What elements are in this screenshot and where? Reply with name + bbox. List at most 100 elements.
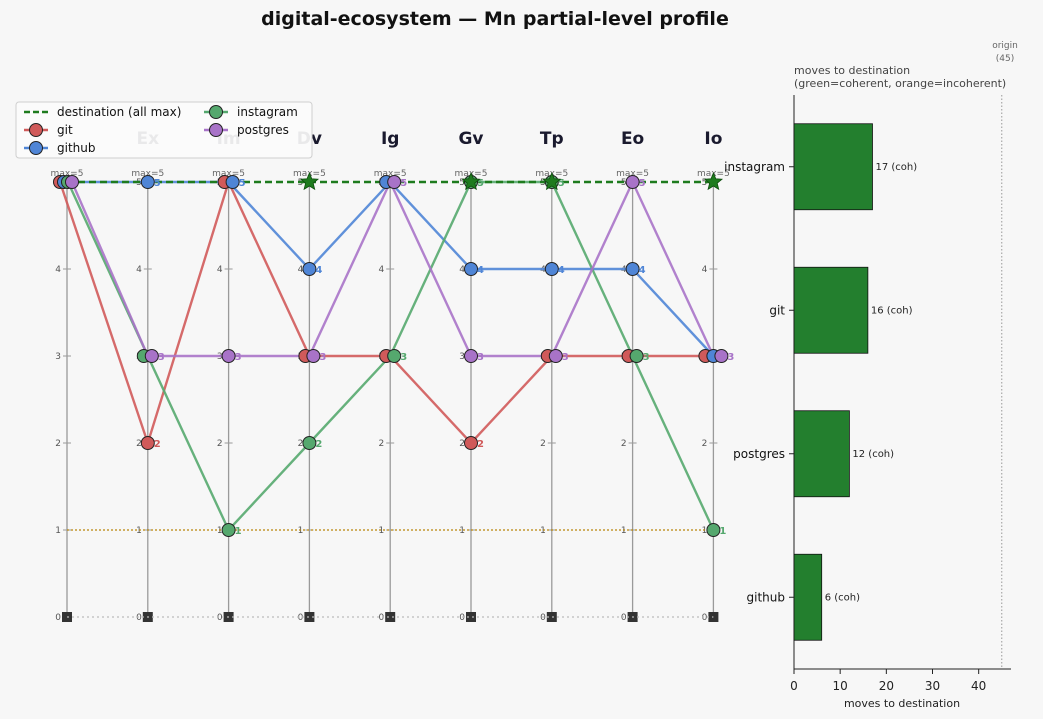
value-label-github: 4 bbox=[315, 265, 322, 276]
tick-label: 4 bbox=[459, 265, 465, 275]
tick-label: 1 bbox=[217, 526, 223, 536]
legend-label: github bbox=[57, 141, 95, 155]
legend-label: destination (all max) bbox=[57, 105, 181, 119]
bar-chart-title: moves to destination bbox=[794, 64, 910, 77]
bar-chart-subtitle: (green=coherent, orange=incoherent) bbox=[794, 77, 1006, 90]
point-postgres bbox=[221, 349, 236, 363]
tick-label: 1 bbox=[55, 526, 61, 536]
point-instagram bbox=[706, 523, 721, 537]
tick-label: 4 bbox=[55, 265, 61, 275]
bar-x-tick-label: 20 bbox=[879, 679, 894, 693]
axis-header: Gv bbox=[458, 129, 483, 149]
point-github bbox=[544, 262, 559, 276]
value-label-instagram: 3 bbox=[400, 352, 407, 363]
legend-label: instagram bbox=[237, 105, 298, 119]
point-postgres bbox=[625, 175, 640, 189]
series-lines: 2332333554544433123553133353353 bbox=[53, 171, 734, 537]
destination-star bbox=[703, 171, 724, 191]
chart-title: digital-ecosystem — Mn partial-level pro… bbox=[261, 8, 729, 30]
axis-header: Io bbox=[704, 129, 722, 149]
value-label-git: 2 bbox=[477, 439, 484, 450]
value-label-instagram: 1 bbox=[719, 526, 726, 537]
destination-star bbox=[542, 171, 562, 191]
legend: destination (all max) git github instagram p… bbox=[15, 101, 313, 159]
bar-postgres bbox=[793, 410, 850, 498]
destination-star bbox=[461, 171, 481, 191]
axis-max-label: max=5 bbox=[51, 169, 84, 179]
value-label-postgres: 3 bbox=[158, 352, 165, 363]
value-label-postgres: 3 bbox=[235, 352, 242, 363]
bar-value-label: 12 (coh) bbox=[852, 449, 894, 460]
destination-star bbox=[299, 171, 320, 191]
tick-label: 0 bbox=[298, 613, 304, 623]
point-github bbox=[140, 175, 155, 189]
tick-label: 4 bbox=[298, 265, 304, 275]
tick-label: 2 bbox=[378, 439, 384, 449]
tick-label: 5 bbox=[459, 178, 465, 188]
tick-label: 1 bbox=[298, 526, 304, 536]
tick-label: 0 bbox=[136, 613, 142, 623]
tick-label: 0 bbox=[378, 613, 384, 623]
point-instagram bbox=[387, 349, 402, 363]
axis-max-label: max=5 bbox=[212, 169, 245, 179]
point-postgres bbox=[387, 175, 402, 189]
axis-max-label: max=5 bbox=[131, 169, 164, 179]
value-label-github: 4 bbox=[639, 265, 646, 276]
bar-x-tick-label: 10 bbox=[833, 679, 848, 693]
point-github bbox=[302, 262, 317, 276]
value-label-instagram: 5 bbox=[558, 178, 565, 189]
tick-label: 1 bbox=[378, 526, 384, 536]
point-postgres bbox=[714, 349, 729, 363]
bar-category-label: github bbox=[747, 590, 785, 604]
value-label-postgres: 3 bbox=[319, 352, 326, 363]
value-label-postgres: 5 bbox=[639, 178, 646, 189]
origin-marker bbox=[546, 612, 557, 622]
point-github bbox=[625, 262, 640, 276]
bar-category-label: instagram bbox=[724, 160, 785, 174]
tick-label: 2 bbox=[298, 439, 304, 449]
tick-label: 1 bbox=[702, 526, 708, 536]
tick-label: 0 bbox=[621, 613, 627, 623]
tick-label: 1 bbox=[136, 526, 142, 536]
parallel-axes: 012345max=5012345max=5Ex012345max=5Im012… bbox=[51, 129, 730, 623]
point-postgres bbox=[65, 175, 79, 189]
value-label-github: 5 bbox=[239, 178, 246, 189]
tick-label: 2 bbox=[459, 439, 465, 449]
tick-label: 1 bbox=[459, 526, 465, 536]
bar-category-label: git bbox=[769, 303, 785, 317]
value-label-git: 2 bbox=[154, 439, 161, 450]
legend-label: git bbox=[57, 123, 73, 137]
value-label-instagram: 1 bbox=[235, 526, 242, 537]
legend-marker bbox=[209, 105, 223, 119]
value-label-instagram: 5 bbox=[477, 178, 484, 189]
point-postgres bbox=[144, 349, 159, 363]
origin-marker bbox=[466, 612, 476, 622]
value-label-instagram: 3 bbox=[643, 352, 650, 363]
tick-label: 4 bbox=[217, 265, 223, 275]
tick-label: 4 bbox=[378, 265, 384, 275]
legend-marker bbox=[209, 123, 223, 137]
value-label-postgres: 5 bbox=[400, 178, 407, 189]
origin-marker bbox=[304, 612, 315, 622]
tick-label: 4 bbox=[702, 265, 708, 275]
point-postgres bbox=[464, 349, 478, 363]
point-git bbox=[140, 436, 155, 450]
origin-marker bbox=[385, 612, 396, 622]
point-instagram bbox=[221, 523, 236, 537]
tick-label: 1 bbox=[621, 526, 627, 536]
tick-label: 2 bbox=[136, 439, 142, 449]
bar-value-label: 6 (coh) bbox=[825, 592, 860, 603]
bar-instagram bbox=[793, 123, 873, 211]
tick-label: 0 bbox=[459, 613, 465, 623]
bar-x-tick-label: 40 bbox=[971, 679, 986, 693]
point-git bbox=[464, 436, 478, 450]
bar-value-label: 16 (coh) bbox=[871, 305, 913, 316]
point-postgres bbox=[548, 349, 563, 363]
axis-header: Eo bbox=[621, 129, 644, 149]
origin-value-label: (45) bbox=[996, 54, 1014, 64]
bar-category-label: postgres bbox=[733, 447, 785, 461]
tick-label: 2 bbox=[55, 439, 61, 449]
origin-marker bbox=[708, 612, 719, 622]
